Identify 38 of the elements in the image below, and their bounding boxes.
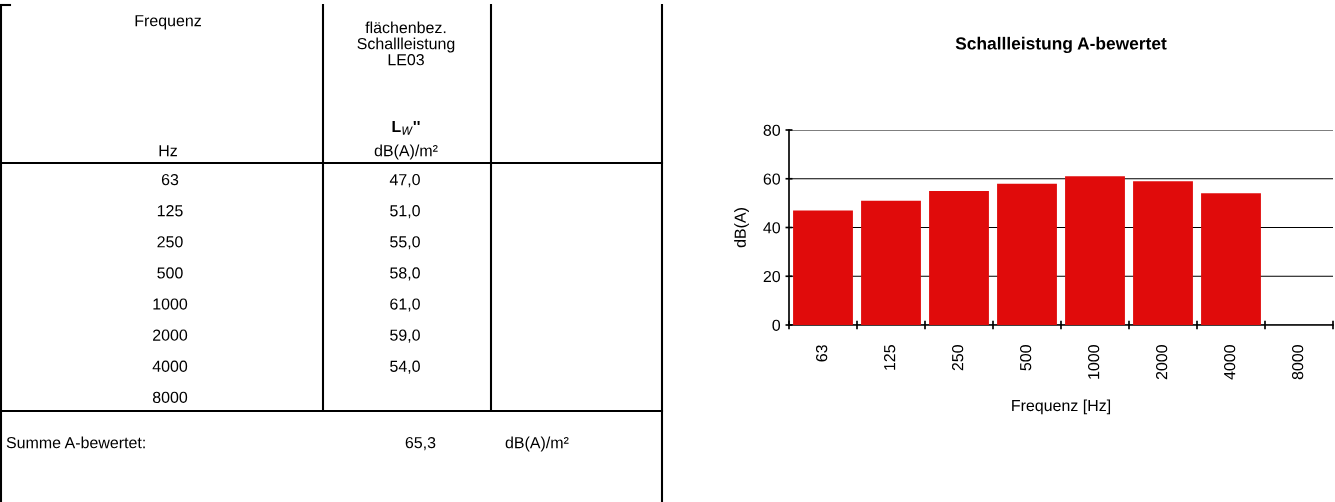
x-tick-label: 8000	[1291, 345, 1304, 380]
text: L$_{W}$''	[392, 121, 420, 135]
x-tick-label: 500	[1019, 345, 1032, 371]
chart-title: Schallleistung A-bewertet	[955, 36, 1167, 54]
y-tick-label: 80	[763, 124, 781, 136]
x-tick-label: 1000	[1087, 345, 1100, 379]
category-label: 2000	[153, 329, 188, 341]
text: dB(A)/m²	[505, 436, 569, 452]
x-axis-title: Frequenz [Hz]	[1012, 399, 1111, 415]
text: dB(A)/m²	[374, 144, 438, 160]
text: Frequenz	[135, 15, 201, 30]
y-tick-label: 0	[772, 319, 781, 331]
text: 47,0	[389, 173, 420, 188]
text: flächenbez. Schallleistung LE03	[357, 21, 455, 66]
x-tick-label: 4000	[1223, 345, 1236, 380]
x-tick-label: 250	[951, 345, 964, 371]
text: 65,3	[405, 436, 436, 451]
text: 59,0	[390, 329, 420, 343]
category-label: 8000	[152, 391, 188, 403]
x-tick-label: 2000	[1155, 345, 1168, 380]
y-tick-label: 40	[763, 222, 781, 234]
text: 58,0	[390, 267, 420, 281]
category-label: 500	[157, 267, 183, 279]
category-label: 1000	[153, 298, 188, 310]
category-label: 250	[157, 236, 183, 248]
x-tick-label: 63	[815, 345, 828, 362]
y-tick-label: 60	[763, 173, 781, 185]
text: 55,0	[390, 236, 420, 250]
category-label: 125	[157, 205, 183, 217]
y-tick-label: 20	[763, 270, 781, 283]
text: 54,0	[390, 360, 420, 374]
text: 61,0	[390, 298, 420, 312]
x-tick-label: 125	[883, 345, 896, 370]
text: Hz	[159, 145, 177, 157]
text: 51,0	[390, 205, 420, 219]
category-label: 63	[161, 173, 179, 186]
y-axis-title: dB(A)	[734, 208, 750, 248]
text: Summe A-bewertet:	[6, 436, 145, 449]
